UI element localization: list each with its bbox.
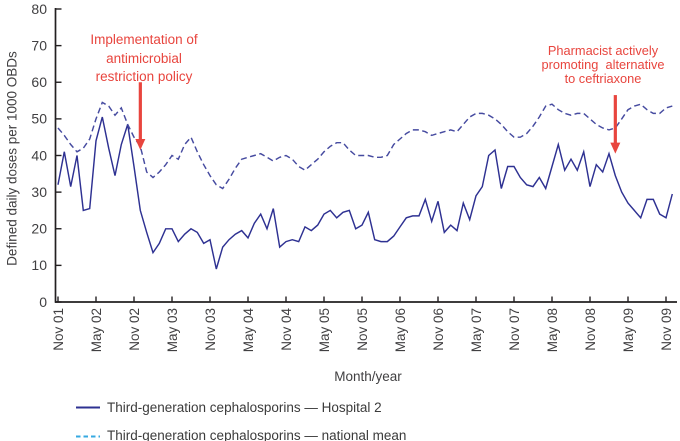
x-tick-label: May 03	[165, 308, 180, 352]
x-tick-label: May 02	[89, 308, 104, 352]
solid-line-swatch-icon	[76, 406, 100, 409]
y-tick-label: 40	[31, 147, 47, 163]
annotation-line: promoting alternative	[541, 57, 665, 73]
x-tick-label: Nov 06	[431, 308, 446, 351]
x-tick-label: May 06	[393, 308, 408, 352]
annotation-line: to ceftriaxone	[564, 71, 642, 87]
x-tick-label: May 09	[621, 308, 636, 352]
annotation-line: restriction policy	[95, 69, 193, 84]
series-line-national-mean	[57, 101, 673, 190]
annotation-restriction-policy: Implementation of antimicrobial restrict…	[90, 31, 197, 87]
x-tick-label: May 08	[545, 308, 560, 352]
y-tick-label: 20	[31, 221, 47, 237]
annotation-line: Implementation of	[90, 32, 198, 47]
y-tick-label: 10	[31, 257, 47, 273]
dashed-line-swatch-icon	[76, 435, 100, 438]
y-tick-label: 0	[39, 294, 47, 310]
annotation-line: Pharmacist actively	[547, 43, 659, 58]
legend: Third-generation cephalosporins — Hospit…	[74, 393, 406, 441]
legend-label: Third-generation cephalosporins — nation…	[107, 428, 407, 441]
x-tick-label: Nov 01	[51, 308, 66, 351]
x-tick-label: Nov 07	[507, 308, 522, 351]
y-tick-label: 30	[31, 184, 47, 200]
x-tick-label: May 05	[317, 308, 332, 352]
x-axis-title: Month/year	[334, 369, 402, 384]
x-tick-label: Nov 05	[355, 308, 370, 351]
y-tick-label: 80	[31, 1, 47, 17]
annotation-pharmacist-promotion: Pharmacist actively promoting alternativ…	[541, 43, 665, 87]
series-line-hospital-2	[57, 116, 674, 270]
y-tick-label: 50	[31, 111, 47, 127]
legend-item-hospital-2: Third-generation cephalosporins — Hospit…	[74, 393, 406, 421]
y-axis-title: Defined daily doses per 1000 OBDs	[4, 51, 20, 266]
x-tick-label: Nov 08	[583, 308, 598, 351]
x-tick-label: May 04	[241, 308, 256, 353]
x-tick-label: Nov 02	[127, 308, 142, 351]
y-tick-label: 60	[31, 74, 47, 90]
y-tick-label: 70	[31, 37, 47, 53]
x-tick-label: Nov 04	[279, 308, 294, 351]
annotation-arrowhead	[135, 139, 146, 151]
annotation-arrowhead	[610, 142, 621, 154]
x-tick-label: Nov 03	[203, 308, 218, 351]
x-tick-label: May 07	[469, 308, 484, 352]
x-tick-label: Nov 09	[659, 308, 674, 351]
annotation-line: antimicrobial	[106, 50, 182, 66]
legend-label: Third-generation cephalosporins — Hospit…	[107, 399, 382, 415]
legend-item-national-mean: Third-generation cephalosporins — nation…	[74, 421, 406, 441]
